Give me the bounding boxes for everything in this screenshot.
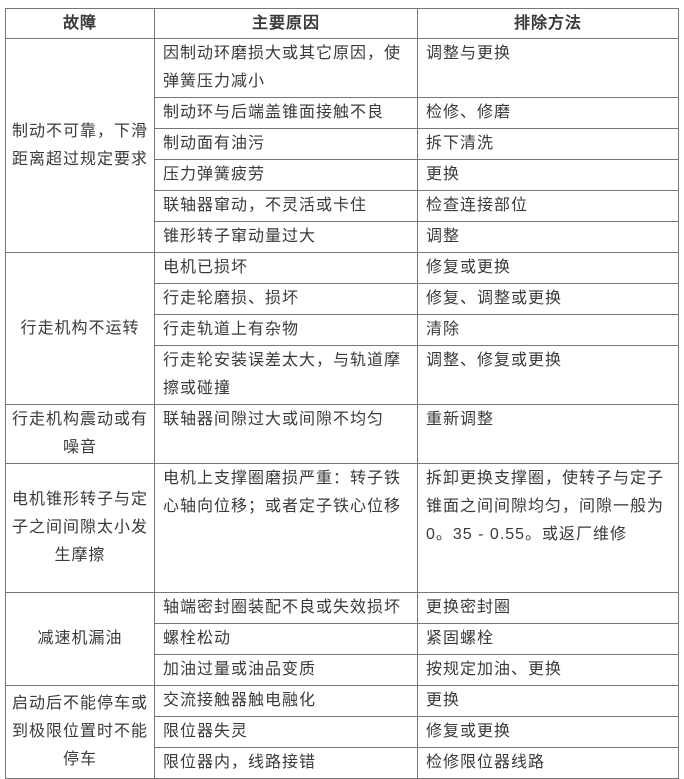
troubleshooting-table: 故障 主要原因 排除方法 制动不可靠，下滑距离超过规定要求 因制动环磨损大或其它原… <box>5 8 679 779</box>
cause-cell: 电机上支撑圈磨损严重：转子铁心轴向位移；或者定子铁心位移 <box>154 463 418 593</box>
cause-cell: 行走轨道上有杂物 <box>154 314 418 346</box>
method-cell: 修复或更换 <box>417 252 679 284</box>
method-cell: 修复、调整或更换 <box>417 283 679 315</box>
cause-cell: 联轴器间隙过大或间隙不均匀 <box>154 404 418 464</box>
method-cell: 检修、修磨 <box>417 97 679 129</box>
cause-cell: 轴端密封圈装配不良或失效损坏 <box>154 592 418 624</box>
method-cell: 调整、修复或更换 <box>417 345 679 405</box>
table-row: 行走轮磨损、损坏 修复、调整或更换 <box>6 283 679 315</box>
table-row: 锥形转子窜动量过大 调整 <box>6 221 679 253</box>
cause-cell: 螺栓松动 <box>154 623 418 655</box>
col-header-fault: 故障 <box>5 8 155 39</box>
method-cell: 调整与更换 <box>417 38 679 98</box>
table-row: 启动后不能停车或到极限位置时不能停车 交流接触器触电融化 更换 <box>5 685 679 779</box>
cause-cell: 联轴器窜动，不灵活或卡住 <box>154 190 418 222</box>
header-row: 故障 主要原因 排除方法 <box>5 8 679 39</box>
method-cell: 更换 <box>417 685 679 717</box>
cause-cell: 压力弹簧疲劳 <box>154 159 418 191</box>
document-page: 故障 主要原因 排除方法 制动不可靠，下滑距离超过规定要求 因制动环磨损大或其它原… <box>5 8 679 779</box>
fault-cell: 行走机构不运转 <box>5 252 155 405</box>
table-row: 制动不可靠，下滑距离超过规定要求 因制动环磨损大或其它原因，使弹簧压力减小 调整与更… <box>5 38 679 253</box>
method-cell: 按规定加油、更换 <box>417 654 679 686</box>
method-cell: 调整 <box>417 221 679 253</box>
method-cell: 检查连接部位 <box>417 190 679 222</box>
table-row: 行走机构不运转 电机已损坏 修复或更换 <box>5 252 679 405</box>
fault-cell: 启动后不能停车或到极限位置时不能停车 <box>5 685 155 779</box>
table-row: 行走轨道上有杂物 清除 <box>6 314 679 346</box>
method-cell: 修复或更换 <box>417 716 679 748</box>
fault-cell: 电机锥形转子与定子之间间隙太小发生摩擦 <box>5 463 155 593</box>
table-row: 行走轮安装误差太大，与轨道摩擦或碰撞 调整、修复或更换 <box>6 345 679 405</box>
method-cell: 重新调整 <box>417 404 679 464</box>
cause-cell: 制动面有油污 <box>154 128 418 160</box>
table-row: 减速机漏油 轴端密封圈装配不良或失效损坏 更换密封圈 <box>5 592 679 686</box>
method-cell: 拆下清洗 <box>417 128 679 160</box>
table-row: 加油过量或油品变质 按规定加油、更换 <box>6 654 679 686</box>
method-cell: 更换密封圈 <box>417 592 679 624</box>
cause-cell: 限位器失灵 <box>154 716 418 748</box>
fault-cell: 制动不可靠，下滑距离超过规定要求 <box>5 38 155 253</box>
method-cell: 更换 <box>417 159 679 191</box>
col-header-cause: 主要原因 <box>154 8 418 39</box>
method-cell: 检修限位器线路 <box>417 747 679 779</box>
table-row: 行走机构震动或有噪音 联轴器间隙过大或间隙不均匀 重新调整 <box>5 404 679 464</box>
fault-cell: 减速机漏油 <box>5 592 155 686</box>
table-row: 制动面有油污 拆下清洗 <box>6 128 679 160</box>
cause-cell: 电机已损坏 <box>154 252 418 284</box>
cause-cell: 交流接触器触电融化 <box>154 685 418 717</box>
method-cell: 紧固螺栓 <box>417 623 679 655</box>
cause-cell: 加油过量或油品变质 <box>154 654 418 686</box>
fault-cell: 行走机构震动或有噪音 <box>5 404 155 464</box>
method-cell: 清除 <box>417 314 679 346</box>
cause-cell: 行走轮磨损、损坏 <box>154 283 418 315</box>
cause-cell: 因制动环磨损大或其它原因，使弹簧压力减小 <box>154 38 418 98</box>
cause-cell: 锥形转子窜动量过大 <box>154 221 418 253</box>
cause-cell: 限位器内，线路接错 <box>154 747 418 779</box>
col-header-method: 排除方法 <box>417 8 679 39</box>
cause-cell: 行走轮安装误差太大，与轨道摩擦或碰撞 <box>154 345 418 405</box>
cause-cell: 制动环与后端盖锥面接触不良 <box>154 97 418 129</box>
method-cell: 拆卸更换支撑圈，使转子与定子锥面之间间隙均匀，间隙一般为0。35 - 0.55。… <box>417 463 679 593</box>
table-row: 联轴器窜动，不灵活或卡住 检查连接部位 <box>6 190 679 222</box>
table-row: 电机锥形转子与定子之间间隙太小发生摩擦 电机上支撑圈磨损严重：转子铁心轴向位移；或… <box>5 463 679 593</box>
table-body: 制动不可靠，下滑距离超过规定要求 因制动环磨损大或其它原因，使弹簧压力减小 调整与更… <box>5 38 679 779</box>
table-row: 制动环与后端盖锥面接触不良 检修、修磨 <box>6 97 679 129</box>
table-row: 压力弹簧疲劳 更换 <box>6 159 679 191</box>
